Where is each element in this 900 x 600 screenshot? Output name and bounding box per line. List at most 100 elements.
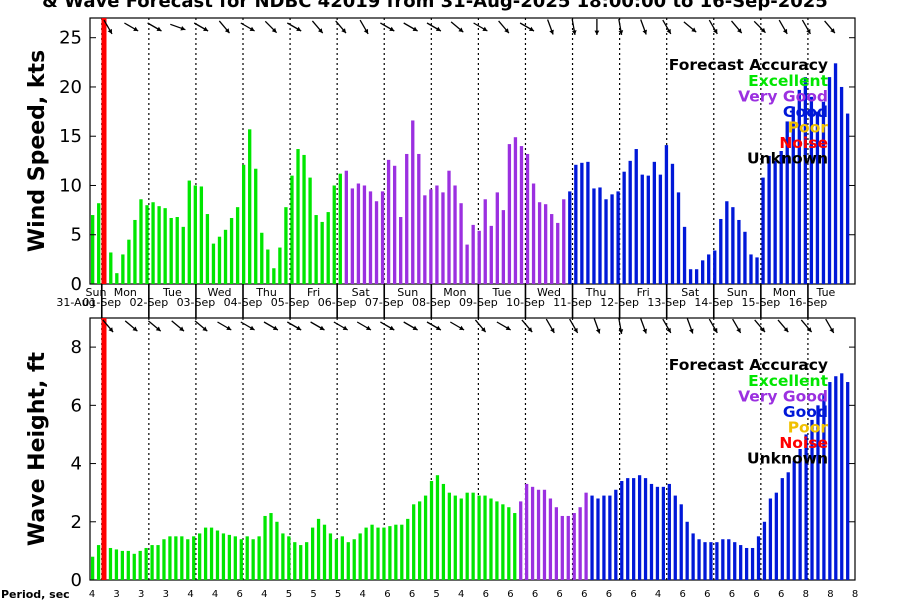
- bar: [554, 507, 558, 580]
- period-value: 6: [704, 589, 710, 600]
- bar: [676, 192, 681, 284]
- bar: [750, 547, 755, 580]
- direction-arrow: [474, 319, 487, 333]
- day-of-week-label: Wed: [537, 286, 561, 299]
- period-value: 4: [89, 589, 95, 600]
- bar: [429, 481, 434, 580]
- bar: [673, 495, 677, 580]
- bar: [489, 498, 493, 580]
- day-of-week-label: Wed: [207, 286, 231, 299]
- bar: [792, 460, 796, 580]
- period-label: Period, sec: [1, 588, 70, 600]
- bar: [737, 219, 741, 284]
- direction-arrow: [593, 318, 601, 334]
- bar: [580, 162, 584, 284]
- arrow-head: [529, 26, 534, 31]
- bar: [308, 177, 312, 284]
- bar: [151, 202, 155, 284]
- direction-arrow: [731, 20, 743, 34]
- arrow-head: [691, 27, 697, 33]
- wave-y-axis: 0 2 4 6 8: [71, 337, 855, 591]
- bar: [417, 501, 422, 580]
- bar: [483, 199, 487, 284]
- y-tick-label: 0: [71, 570, 82, 591]
- arrow-head: [666, 327, 671, 333]
- arrow-head: [760, 27, 766, 33]
- day-of-week-label: Thu: [255, 286, 277, 299]
- direction-arrow: [286, 321, 302, 331]
- arrow-head: [689, 328, 694, 334]
- bar: [694, 269, 699, 284]
- bar: [302, 154, 306, 284]
- y-tick-label: 25: [59, 28, 82, 49]
- bar: [495, 192, 499, 284]
- bar: [350, 188, 355, 284]
- y-tick-label: 15: [59, 126, 82, 147]
- legend-item: Good: [783, 403, 828, 421]
- y-tick-label: 20: [59, 77, 82, 98]
- day-of-week-label: Thu: [585, 286, 607, 299]
- wind-direction-arrows: [103, 18, 836, 36]
- bar: [399, 217, 403, 284]
- direction-arrow: [801, 19, 811, 35]
- period-value: 8: [852, 589, 858, 600]
- bar: [519, 501, 523, 580]
- period-value: 4: [655, 589, 661, 600]
- direction-arrow: [640, 19, 647, 35]
- direction-arrow: [335, 20, 347, 34]
- legend-title: Forecast Accuracy: [669, 356, 828, 374]
- bar: [501, 210, 506, 284]
- bar: [743, 231, 747, 284]
- bar: [364, 527, 368, 580]
- legend-item: Good: [783, 103, 828, 121]
- arrow-head: [482, 26, 488, 31]
- bar: [284, 207, 288, 284]
- bar: [96, 545, 101, 580]
- bar: [144, 547, 148, 580]
- bar: [749, 254, 753, 284]
- arrow-head: [224, 28, 230, 34]
- bar: [785, 121, 789, 284]
- bar: [774, 492, 778, 580]
- bar: [727, 539, 731, 580]
- bar: [739, 545, 743, 580]
- bar: [477, 230, 481, 284]
- bar: [495, 501, 499, 580]
- bar: [566, 515, 570, 580]
- bar: [513, 137, 518, 284]
- day-of-week-label: Tue: [162, 286, 182, 299]
- direction-arrow: [240, 22, 255, 32]
- arrow-head: [504, 28, 509, 34]
- bar: [405, 153, 409, 284]
- bar: [596, 498, 600, 580]
- arrow-head: [389, 325, 395, 330]
- bar: [616, 191, 620, 284]
- bar: [626, 478, 630, 580]
- bar: [786, 472, 790, 580]
- bar: [174, 536, 178, 580]
- bar: [362, 185, 367, 284]
- direction-arrow: [545, 318, 555, 334]
- bar: [181, 226, 185, 284]
- arrow-head: [737, 28, 742, 34]
- arrow-head: [527, 327, 533, 333]
- arrow-head: [132, 326, 138, 332]
- bar: [162, 539, 166, 580]
- bar: [780, 478, 784, 580]
- bar: [703, 542, 707, 580]
- period-value: 4: [261, 589, 267, 600]
- bar: [215, 530, 220, 580]
- bar: [797, 89, 801, 284]
- bar: [97, 203, 101, 284]
- bar: [803, 77, 807, 284]
- direction-arrow: [403, 321, 418, 331]
- bar: [574, 164, 578, 284]
- bar: [688, 269, 693, 284]
- bar: [239, 539, 243, 580]
- bar: [459, 203, 463, 284]
- bar: [822, 393, 826, 580]
- bar: [435, 475, 440, 580]
- period-value: 4: [360, 589, 366, 600]
- direction-arrow: [594, 19, 600, 35]
